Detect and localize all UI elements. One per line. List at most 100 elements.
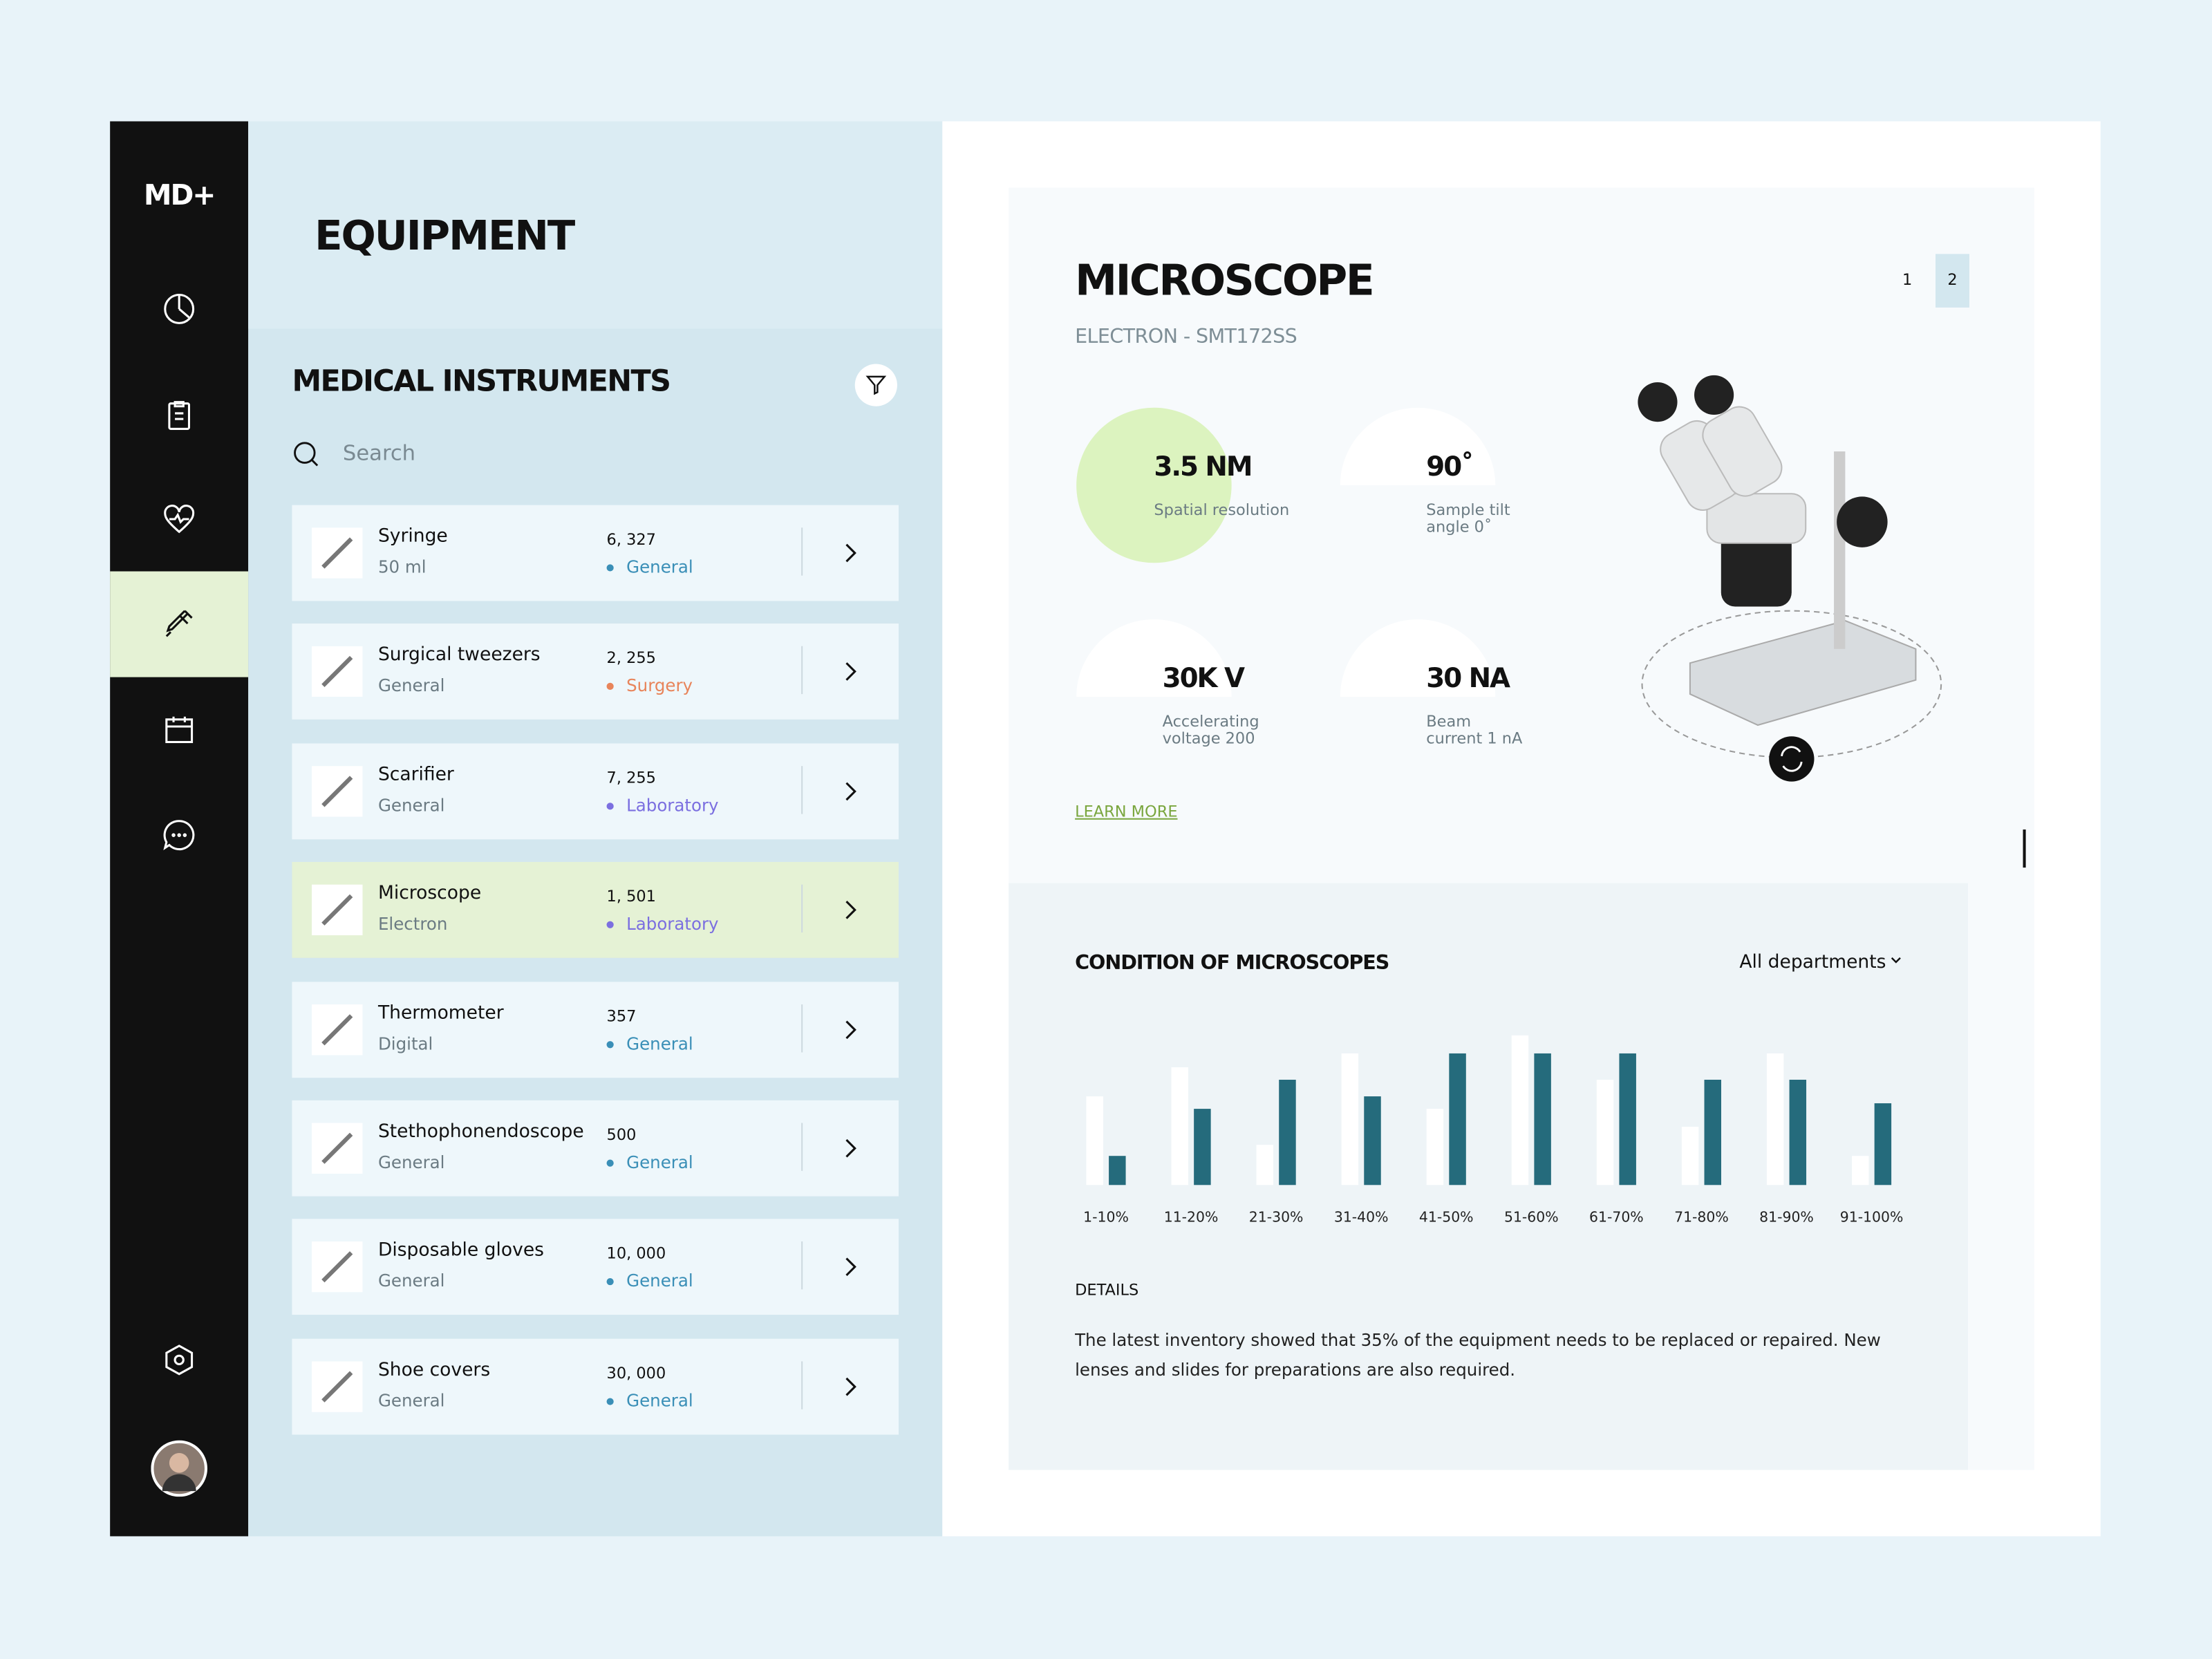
list-item[interactable]: Syringe 50 ml 6, 327 General xyxy=(292,505,899,601)
list-header xyxy=(248,121,943,329)
x-tick-label: 71-80% xyxy=(1674,1208,1729,1225)
item-category: General xyxy=(626,557,693,577)
bar xyxy=(1171,1067,1188,1185)
spec-value: 90˚ xyxy=(1426,451,1474,482)
item-sub: Electron xyxy=(377,914,448,935)
category-dot xyxy=(606,921,614,929)
item-sub: General xyxy=(377,676,445,696)
chevron-path xyxy=(845,543,856,563)
x-tick-label: 91-100% xyxy=(1840,1208,1904,1225)
calendar-icon[interactable] xyxy=(162,713,196,747)
chevron-path xyxy=(845,1020,856,1039)
divider xyxy=(801,765,803,814)
avatar[interactable] xyxy=(151,1440,207,1497)
item-thumbnail xyxy=(312,646,363,697)
details-title: DETAILS xyxy=(1075,1281,1139,1300)
bar xyxy=(1619,1053,1636,1185)
spec-label: Accelerating voltage 200 xyxy=(1162,712,1259,748)
bar xyxy=(1426,1109,1444,1185)
search-icon xyxy=(294,442,319,467)
item-name: Stethophonendoscope xyxy=(377,1121,584,1143)
chevron[interactable] xyxy=(842,1256,859,1279)
chevron[interactable] xyxy=(842,1018,859,1041)
bar xyxy=(1109,1156,1126,1185)
bar xyxy=(1681,1127,1699,1185)
chart-title: CONDITION OF MICROSCOPES xyxy=(1075,952,1389,975)
spec-value: 30K V xyxy=(1162,663,1245,695)
category-dot xyxy=(606,1040,614,1048)
scrollbar xyxy=(2023,829,2026,868)
bar xyxy=(1704,1080,1721,1185)
chevron[interactable] xyxy=(842,542,859,565)
chevron[interactable] xyxy=(842,661,859,684)
clipboard-icon[interactable] xyxy=(162,398,196,432)
chevron-path xyxy=(845,1138,856,1158)
x-tick-label: 61-70% xyxy=(1589,1208,1644,1225)
spec-value: 30 NA xyxy=(1426,663,1510,695)
department-select[interactable]: All departments xyxy=(1739,953,1906,973)
divider xyxy=(801,884,803,933)
list-item[interactable]: Shoe covers General 30, 000 General xyxy=(292,1338,899,1435)
list-item[interactable]: Stethophonendoscope General 500 General xyxy=(292,1100,899,1197)
list-item[interactable]: Microscope Electron 1, 501 Laboratory xyxy=(292,862,899,959)
learn-more-link[interactable]: LEARN MORE xyxy=(1075,803,1178,821)
chevron[interactable] xyxy=(842,899,859,921)
chevron-path xyxy=(845,1377,856,1396)
item-name: Scarifier xyxy=(377,764,454,786)
dashboard-icon[interactable] xyxy=(162,292,196,326)
details-text: The latest inventory showed that 35% of … xyxy=(1075,1330,1881,1380)
list-item[interactable]: Disposable gloves General 10, 000 General xyxy=(292,1219,899,1315)
item-count: 30, 000 xyxy=(606,1364,666,1382)
chevron[interactable] xyxy=(842,1375,859,1398)
bar xyxy=(1341,1053,1359,1185)
active-nav[interactable] xyxy=(110,571,249,677)
list-item[interactable]: Thermometer Digital 357 General xyxy=(292,981,899,1078)
item-name: Surgical tweezers xyxy=(377,645,541,667)
health-icon[interactable] xyxy=(162,503,196,536)
item-count: 7, 255 xyxy=(606,768,656,787)
item-category: Surgery xyxy=(626,676,693,696)
item-name: Shoe covers xyxy=(377,1359,491,1381)
page-button[interactable]: 2 xyxy=(1935,254,1969,308)
chevron-path xyxy=(845,662,856,682)
spec-circles xyxy=(1076,407,1496,697)
item-thumbnail xyxy=(312,1360,363,1412)
bar xyxy=(1766,1053,1784,1185)
x-tick-label: 41-50% xyxy=(1419,1208,1474,1225)
detail-subtitle: ELECTRON - SMT172SS xyxy=(1075,326,1297,349)
spec-label: Beam current 1 nA xyxy=(1426,712,1523,748)
filter-button[interactable] xyxy=(854,364,897,406)
thumb-shape xyxy=(321,1013,353,1045)
list-item[interactable]: Scarifier General 7, 255 Laboratory xyxy=(292,743,899,839)
list-item[interactable]: Surgical tweezers General 2, 255 Surgery xyxy=(292,624,899,720)
detail-title: MICROSCOPE xyxy=(1075,256,1375,306)
search-input[interactable]: Search xyxy=(342,440,416,466)
page-title: EQUIPMENT xyxy=(315,212,575,260)
x-tick-label: 31-40% xyxy=(1334,1208,1389,1225)
chevron[interactable] xyxy=(842,780,859,803)
category-dot xyxy=(606,683,614,691)
logo[interactable]: MD+ xyxy=(143,178,216,212)
instruments-icon[interactable] xyxy=(162,607,196,641)
dropdown-arrow xyxy=(1891,957,1901,964)
item-category: Laboratory xyxy=(626,914,719,935)
bar xyxy=(1511,1035,1529,1185)
chevron[interactable] xyxy=(842,1137,859,1160)
divider xyxy=(801,646,803,695)
item-sub: 50 ml xyxy=(377,557,427,577)
page-button[interactable]: 1 xyxy=(1902,270,1913,290)
item-sub: General xyxy=(377,1271,445,1292)
bar xyxy=(1449,1053,1466,1185)
item-category: Laboratory xyxy=(626,795,719,816)
bar xyxy=(1279,1080,1296,1185)
x-tick-label: 51-60% xyxy=(1504,1208,1559,1225)
settings-icon[interactable] xyxy=(162,1343,196,1377)
item-name: Disposable gloves xyxy=(377,1240,544,1262)
item-thumbnail xyxy=(312,765,363,817)
item-count: 10, 000 xyxy=(606,1244,666,1264)
bar xyxy=(1596,1080,1614,1185)
item-count: 2, 255 xyxy=(606,649,656,668)
chat-icon[interactable] xyxy=(162,818,196,852)
sidebar: MD+ xyxy=(110,121,249,1537)
